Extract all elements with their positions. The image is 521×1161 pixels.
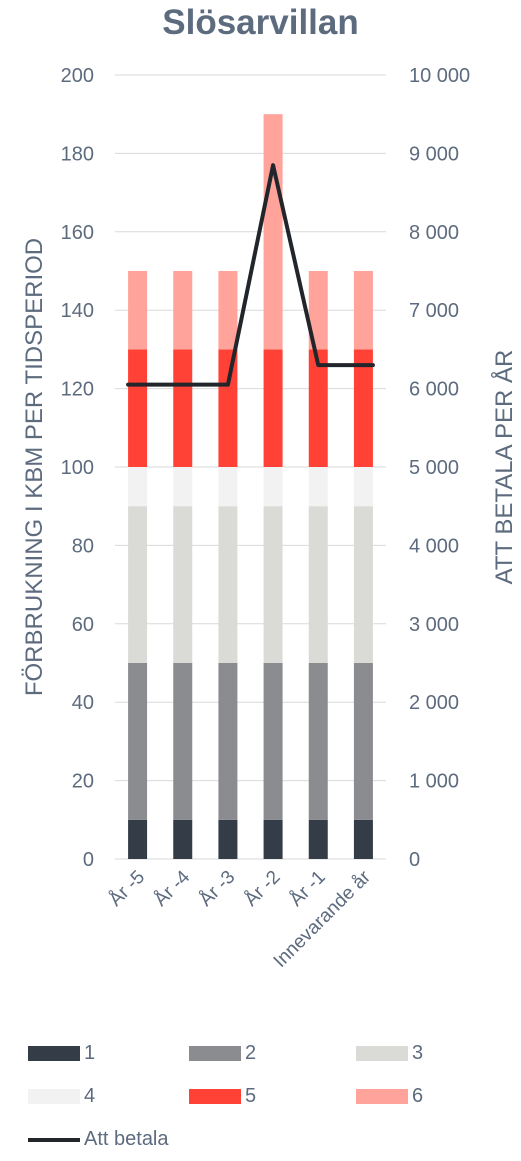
bar-segment-4 [308, 467, 328, 507]
bar-segment-2 [128, 663, 148, 820]
x-tick-label: År -2 [241, 867, 285, 911]
bar-segment-4 [173, 467, 193, 507]
bar-segment-6 [218, 271, 238, 350]
y2-tick-label: 1 000 [409, 771, 459, 793]
y2-tick-label: 7 000 [409, 300, 459, 322]
legend-item: 4 [28, 1085, 95, 1108]
y2-tick-label: 2 000 [409, 692, 459, 714]
bar-segment-5 [128, 349, 148, 467]
y-tick-label: 80 [72, 535, 94, 557]
bar-segment-5 [173, 349, 193, 467]
y2-tick-label: 5 000 [409, 457, 459, 479]
bar-segment-6 [263, 114, 283, 350]
legend-line-swatch [28, 1137, 80, 1142]
chart-title: Slösarvillan [162, 3, 359, 42]
bar-segment-1 [173, 819, 193, 859]
y-tick-label: 200 [61, 65, 94, 87]
bar-segment-2 [263, 663, 283, 820]
bar-segment-2 [353, 663, 373, 820]
chart-legend: 1 2 3 4 5 6 Att betala [0, 1035, 521, 1161]
bar-segment-5 [308, 349, 328, 467]
legend-label: 6 [412, 1085, 424, 1107]
legend-swatch [189, 1089, 241, 1104]
legend-label: Att betala [84, 1128, 169, 1150]
y-tick-label: 140 [61, 300, 94, 322]
bar-segment-3 [263, 506, 283, 663]
bar-segment-3 [218, 506, 238, 663]
y-tick-label: 180 [61, 143, 94, 165]
legend-label: 1 [84, 1042, 96, 1064]
legend-label: 3 [412, 1042, 424, 1064]
bar-segment-2 [173, 663, 193, 820]
legend-item: Att betala [28, 1128, 169, 1151]
y2-tick-label: 0 [409, 849, 420, 871]
bar-segment-3 [173, 506, 193, 663]
bar-segment-4 [263, 467, 283, 507]
y2-tick-label: 10 000 [409, 65, 470, 87]
bar-segment-6 [173, 271, 193, 350]
legend-swatch [189, 1046, 241, 1061]
bar-segment-1 [263, 819, 283, 859]
y-tick-label: 120 [61, 379, 94, 401]
y2-tick-label: 8 000 [409, 222, 459, 244]
y-tick-label: 100 [61, 457, 94, 479]
legend-swatch [356, 1089, 408, 1104]
legend-item: 2 [189, 1042, 256, 1065]
bar-segment-5 [263, 349, 283, 467]
legend-swatch [28, 1046, 80, 1061]
bar-segment-6 [353, 271, 373, 350]
bar-segment-4 [128, 467, 148, 507]
y2-tick-label: 9 000 [409, 143, 459, 165]
bar-segment-6 [128, 271, 148, 350]
y-tick-label: 20 [72, 771, 94, 793]
y2-tick-label: 4 000 [409, 535, 459, 557]
y2-tick-label: 6 000 [409, 379, 459, 401]
y-axis-title: FÖRBRUKNING I KBM PER TIDSPERIOD [21, 238, 48, 696]
bar-segment-2 [308, 663, 328, 820]
bar-segment-1 [218, 819, 238, 859]
legend-swatch [28, 1089, 80, 1104]
y-tick-label: 40 [72, 692, 94, 714]
bar-segment-4 [353, 467, 373, 507]
legend-label: 2 [245, 1042, 257, 1064]
bar-segment-5 [218, 349, 238, 467]
line-att-betala [126, 163, 375, 387]
bar-segment-1 [308, 819, 328, 859]
x-tick-label: År -3 [195, 867, 239, 911]
y2-axis-title: ATT BETALA PER ÅR [490, 350, 518, 585]
legend-item: 3 [356, 1042, 423, 1065]
legend-item: 1 [28, 1042, 95, 1065]
bar-segment-6 [308, 271, 328, 350]
y-tick-label: 0 [83, 849, 94, 871]
y2-tick-label: 3 000 [409, 614, 459, 636]
legend-item: 5 [189, 1085, 256, 1108]
x-tick-label: År -4 [150, 866, 194, 910]
legend-swatch [356, 1046, 408, 1061]
x-tick-label: År -5 [105, 867, 149, 911]
y-tick-label: 160 [61, 222, 94, 244]
bar-segment-3 [353, 506, 373, 663]
bar-segment-4 [218, 467, 238, 507]
bar-segment-1 [353, 819, 373, 859]
legend-label: 5 [245, 1085, 257, 1107]
bar-segment-2 [218, 663, 238, 820]
bar-segment-3 [308, 506, 328, 663]
y-tick-label: 60 [72, 614, 94, 636]
bar-segment-3 [128, 506, 148, 663]
bar-segment-1 [128, 819, 148, 859]
bar-segment-5 [353, 349, 373, 467]
legend-item: 6 [356, 1085, 423, 1108]
legend-label: 4 [84, 1085, 96, 1107]
